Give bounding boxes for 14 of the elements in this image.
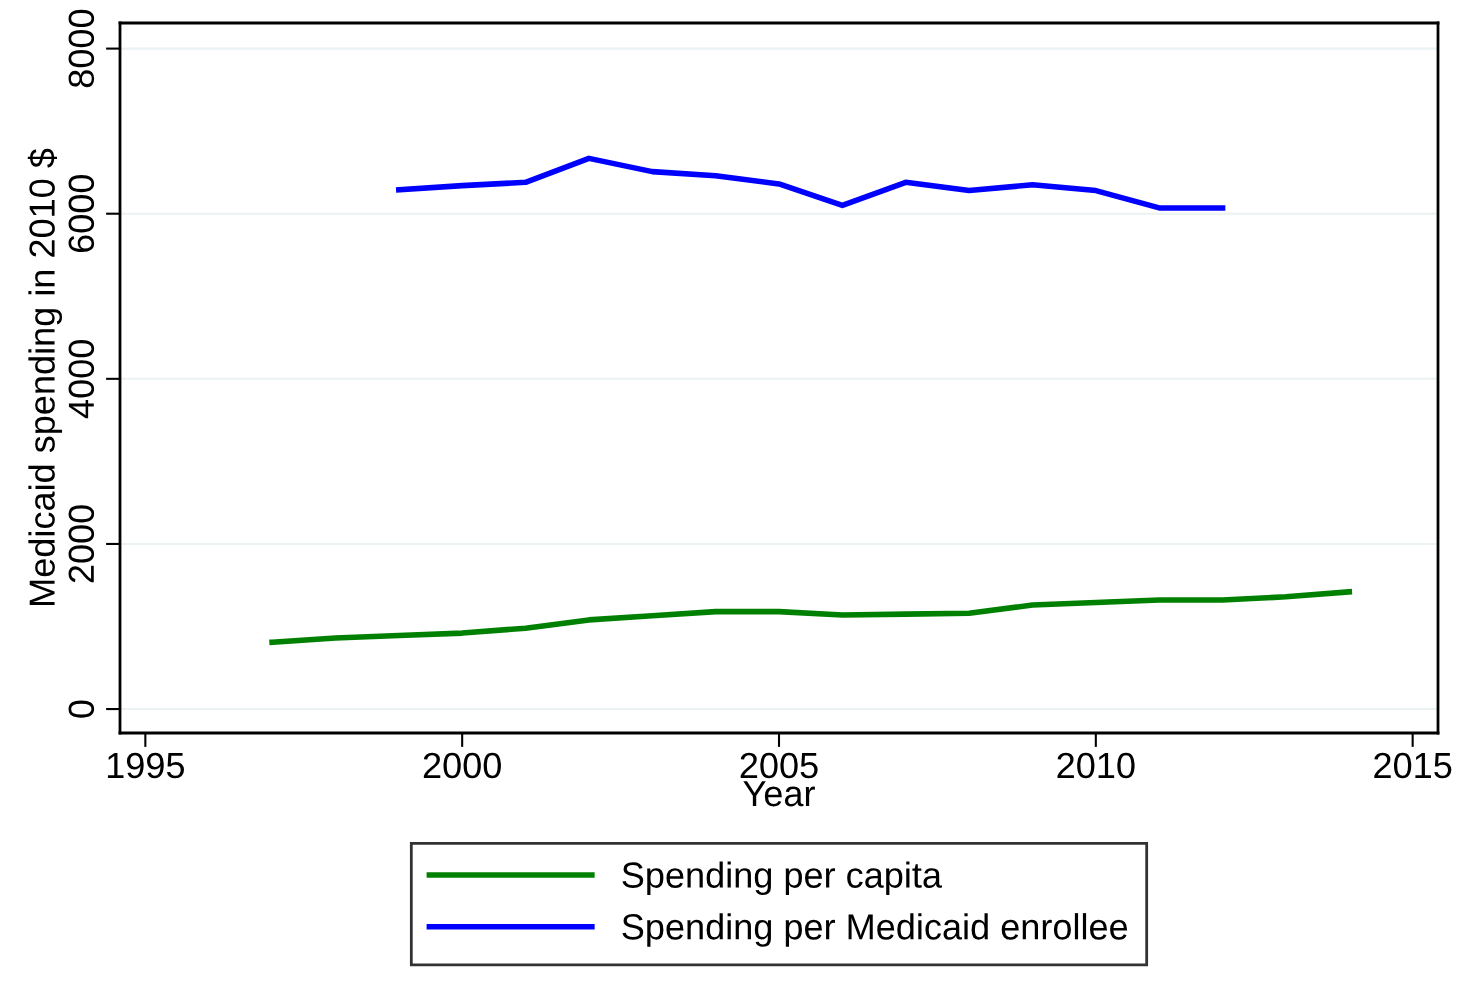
- y-axis-title: Medicaid spending in 2010 $: [27, 148, 63, 605]
- legend-label: Spending per capita: [622, 861, 942, 896]
- y-tick-label: 4000: [68, 340, 95, 419]
- y-tick-label: 0: [68, 700, 95, 718]
- y-tick-label: 8000: [68, 9, 95, 88]
- legend-label: Spending per Medicaid enrollee: [622, 913, 1128, 947]
- x-axis-title: Year: [743, 781, 815, 807]
- x-tick-label: 2010: [1057, 752, 1135, 779]
- x-tick-label: 2000: [423, 752, 501, 779]
- y-tick-label: 2000: [68, 505, 95, 583]
- y-tick-label: 6000: [68, 174, 95, 253]
- x-tick-label: 2005: [740, 752, 818, 779]
- x-tick-label: 1995: [107, 752, 184, 779]
- x-tick-label: 2015: [1374, 752, 1452, 779]
